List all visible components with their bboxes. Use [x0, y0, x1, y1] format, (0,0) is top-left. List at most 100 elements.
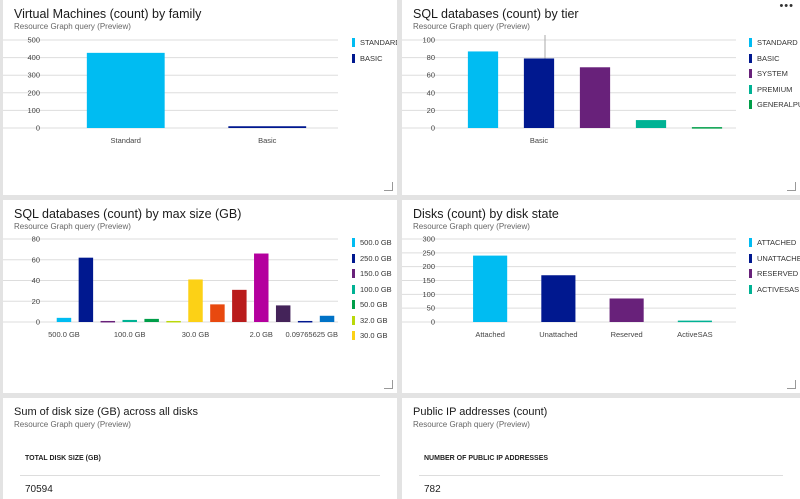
sql-size-chart: 0 20 40 60 80 500.0 GB 100.0 GB 30.0 GB 2.0 GB 0.…	[3, 235, 338, 339]
bar-0-09765625-gb	[319, 315, 335, 322]
column-header: TOTAL DISK SIZE (GB)	[25, 455, 101, 462]
x-tick-label: Basic	[258, 136, 277, 145]
bar-item-10	[275, 305, 291, 322]
chart-legend: STANDARD BASIC	[352, 35, 397, 66]
legend-item[interactable]: BASIC	[352, 51, 397, 67]
y-tick-label: 200	[422, 262, 435, 271]
legend-swatch	[749, 284, 752, 294]
legend-label: BASIC	[360, 53, 383, 63]
legend-item[interactable]: 32.0 GB	[352, 313, 397, 329]
y-tick-label: 300	[27, 71, 40, 80]
bar-50-0-gb	[144, 318, 159, 322]
x-tick-label: 0.09765625 GB	[285, 330, 338, 339]
y-tick-label: 20	[427, 106, 435, 115]
y-tick-label: 40	[32, 276, 40, 285]
legend-label: PREMIUM	[757, 84, 793, 94]
bar-premium	[635, 120, 667, 128]
legend-label: 500.0 GB	[360, 238, 392, 248]
legend-item[interactable]: SYSTEM	[749, 66, 800, 82]
legend-item[interactable]: 50.0 GB	[352, 297, 397, 313]
legend-item[interactable]: PREMIUM	[749, 82, 800, 98]
legend-item[interactable]: UNATTACHE	[749, 251, 800, 267]
panel-title: SQL databases (count) by max size (GB)	[14, 207, 242, 221]
panel-title: SQL databases (count) by tier	[413, 7, 579, 21]
panel-vm-family[interactable]: Virtual Machines (count) by family Resou…	[3, 0, 397, 195]
bar-activesas	[677, 320, 712, 323]
legend-swatch	[352, 53, 355, 63]
legend-label: ATTACHED	[757, 238, 797, 248]
legend-swatch	[749, 53, 752, 63]
bar-system	[579, 67, 611, 128]
legend-item[interactable]: STANDARD	[749, 35, 800, 51]
legend-item[interactable]: ATTACHED	[749, 235, 800, 251]
x-tick-label: Unattached	[539, 330, 577, 339]
bar-2-0-gb	[254, 253, 269, 322]
legend-swatch	[749, 238, 752, 248]
legend-item[interactable]: BASIC	[749, 51, 800, 67]
legend-label: GENERALPU	[757, 100, 800, 110]
panel-disk-state[interactable]: Disks (count) by disk state Resource Gra…	[402, 200, 800, 393]
panel-disk-sum[interactable]: Sum of disk size (GB) across all disks R…	[3, 398, 397, 499]
legend-item[interactable]: GENERALPU	[749, 97, 800, 113]
legend-swatch	[749, 100, 752, 110]
column-header: NUMBER OF PUBLIC IP ADDRESSES	[424, 455, 549, 462]
legend-item[interactable]: RESERVED	[749, 266, 800, 282]
resize-handle[interactable]	[787, 380, 796, 389]
panel-public-ip[interactable]: Public IP addresses (count) Resource Gra…	[402, 398, 800, 499]
ellipsis-icon[interactable]: •••	[779, 0, 794, 12]
panel-subtitle: Resource Graph query (Preview)	[413, 22, 530, 31]
panel-title: Disks (count) by disk state	[413, 207, 559, 221]
legend-item[interactable]: STANDARD	[352, 35, 397, 51]
bar-basic	[523, 58, 555, 129]
y-tick-label: 100	[422, 290, 435, 299]
legend-item[interactable]: 250.0 GB	[352, 251, 397, 267]
legend-swatch	[749, 38, 752, 48]
legend-swatch	[352, 238, 355, 248]
panel-subtitle: Resource Graph query (Preview)	[413, 420, 530, 429]
y-tick-label: 150	[422, 276, 435, 285]
y-tick-label: 250	[422, 248, 435, 257]
bar-100-0-gb	[122, 319, 137, 322]
y-tick-label: 50	[427, 304, 435, 313]
bar-attached	[473, 255, 508, 322]
bar-standard	[467, 51, 499, 128]
legend-label: 100.0 GB	[360, 284, 392, 294]
legend-item[interactable]: 30.0 GB	[352, 328, 397, 344]
y-tick-label: 60	[32, 255, 40, 264]
y-tick-label: 0	[431, 318, 435, 327]
bar-item-11	[297, 320, 313, 323]
bar-32-0-gb	[166, 320, 181, 323]
x-tick-label: ActiveSAS	[677, 330, 712, 339]
legend-swatch	[352, 269, 355, 279]
bar-standard	[86, 52, 165, 128]
bar-150-0-gb	[100, 320, 116, 323]
panel-sql-size[interactable]: SQL databases (count) by max size (GB) R…	[3, 200, 397, 393]
panel-title: Virtual Machines (count) by family	[14, 7, 202, 21]
chart-legend: ATTACHED UNATTACHE RESERVED ACTIVESAS	[749, 235, 800, 297]
panel-subtitle: Resource Graph query (Preview)	[14, 222, 131, 231]
legend-swatch	[352, 315, 355, 325]
legend-item[interactable]: 100.0 GB	[352, 282, 397, 298]
legend-swatch	[352, 253, 355, 263]
legend-label: 250.0 GB	[360, 253, 392, 263]
resize-handle[interactable]	[384, 380, 393, 389]
legend-label: STANDARD	[360, 38, 397, 48]
chart-legend: STANDARD BASIC SYSTEM PREMIUM GENERALPU	[749, 35, 800, 113]
legend-item[interactable]: ACTIVESAS	[749, 282, 800, 298]
legend-label: RESERVED	[757, 269, 799, 279]
y-tick-label: 40	[427, 88, 435, 97]
bar-250-0-gb	[78, 257, 94, 322]
total-disk-size-value: 70594	[25, 484, 53, 495]
x-tick-label: Reserved	[611, 330, 643, 339]
bar-unattached	[541, 275, 576, 322]
resize-handle[interactable]	[384, 182, 393, 191]
y-tick-label: 100	[422, 36, 435, 45]
legend-label: ACTIVESAS	[757, 284, 800, 294]
disk-state-chart: 0 50 100 150 200 250 300 Attached Unattached Rese…	[402, 235, 736, 339]
legend-item[interactable]: 150.0 GB	[352, 266, 397, 282]
y-tick-label: 200	[27, 88, 40, 97]
resize-handle[interactable]	[787, 182, 796, 191]
legend-item[interactable]: 500.0 GB	[352, 235, 397, 251]
x-tick-label: 500.0 GB	[48, 330, 80, 339]
panel-sql-tier[interactable]: SQL databases (count) by tier Resource G…	[402, 0, 800, 195]
